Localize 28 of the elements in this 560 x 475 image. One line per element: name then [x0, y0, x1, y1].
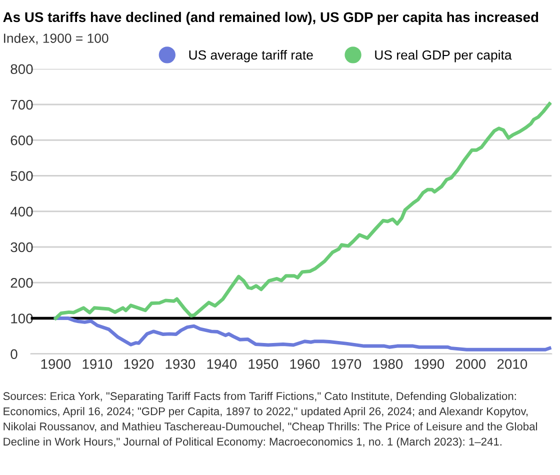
- y-tick-label: 0: [10, 349, 18, 360]
- x-tick-label: 1940: [207, 359, 237, 369]
- x-tick-label: 1930: [166, 359, 196, 369]
- x-tick-label: 1960: [290, 359, 320, 369]
- y-tick-label: 600: [10, 135, 33, 146]
- x-tick-label: 1910: [82, 359, 112, 369]
- x-tick-label: 2010: [497, 359, 528, 369]
- chart-title: As US tariffs have declined (and remained low), US GDP per capita has increased: [3, 12, 538, 25]
- y-tick-label: 500: [10, 171, 33, 181]
- x-tick-label: 2000: [456, 359, 486, 369]
- x-tick-label: 1920: [124, 359, 154, 369]
- x-tick-label: 1990: [414, 359, 444, 369]
- legend-label: US average tariff rate: [189, 50, 313, 62]
- x-tick-label: 1950: [248, 359, 278, 369]
- line-series: [54, 102, 552, 320]
- y-tick-label: 300: [10, 242, 33, 252]
- y-tick-label: 400: [10, 206, 33, 217]
- y-tick-label: 800: [10, 64, 33, 74]
- y-tick-label: 700: [10, 100, 33, 110]
- legend-label: US real GDP per capita: [375, 50, 512, 62]
- chart-subtitle: Index, 1900 = 100: [4, 33, 108, 44]
- x-tick-label: 1970: [332, 359, 362, 369]
- x-tick-label: 1980: [373, 359, 403, 369]
- x-tick-label: 1900: [41, 359, 71, 369]
- y-tick-label: 100: [11, 314, 33, 324]
- y-tick-label: 200: [10, 278, 33, 288]
- source-note: Sources: Erica York, "Separating Tariff Facts from Tariff Fictions," Cato Institute, Defending Globalization: Economics, April 16, 2024; "GDP per Capita, 1897 to 2022," updated April 26, 2024; and Alexandr Kopytov, Nikolai Roussanov, and Mathieu Taschereau-Dumouchel, "Cheap Thrills: The Price of Leisure and the Global Decline in Work Hours," Journal of Political Economy: Macroeconomics 1, no. 1 (March 2023): 1–241.: [3, 392, 537, 448]
- line-series: [54, 316, 552, 352]
